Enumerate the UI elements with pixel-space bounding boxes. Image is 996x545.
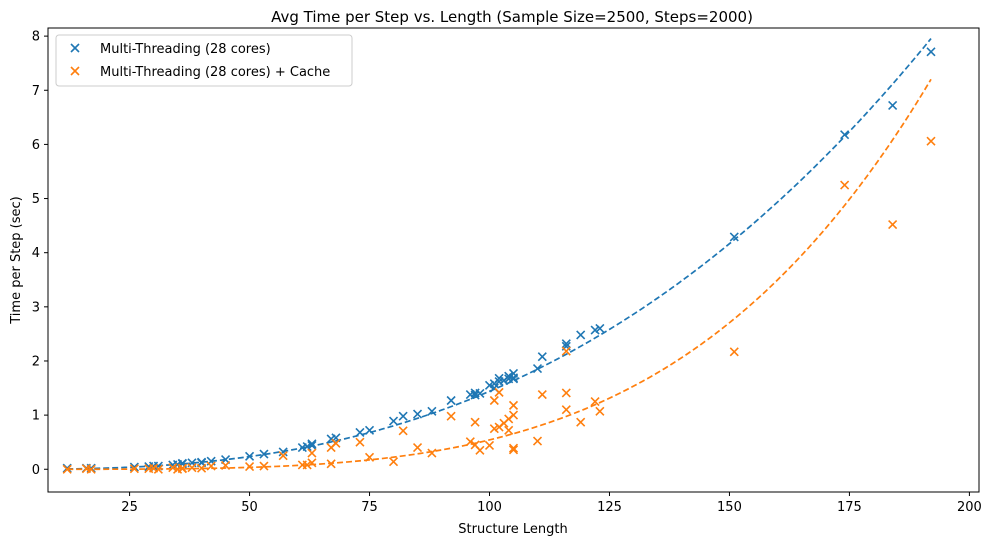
- y-tick-label: 7: [32, 84, 40, 99]
- series-multi-threading-28-cores-cache: [62, 78, 936, 474]
- data-point: [187, 463, 197, 473]
- data-point: [494, 373, 504, 383]
- x-tick-label: 175: [837, 500, 862, 515]
- data-point: [62, 464, 72, 474]
- x-tick-label: 150: [717, 500, 742, 515]
- data-point: [398, 426, 408, 436]
- data-point: [259, 461, 269, 471]
- x-tick-label: 50: [241, 500, 258, 515]
- data-point: [331, 438, 341, 448]
- data-point: [177, 464, 187, 474]
- data-point: [840, 130, 850, 140]
- data-point: [532, 436, 543, 446]
- data-point: [508, 410, 519, 420]
- x-tick-label: 75: [361, 500, 378, 515]
- legend-label-multi-threading-cache: Multi-Threading (28 cores) + Cache: [100, 65, 330, 80]
- legend-x-marker: [70, 43, 80, 53]
- data-point: [561, 339, 571, 349]
- x-axis-label: Structure Length: [458, 522, 567, 537]
- data-point: [470, 417, 480, 427]
- y-tick-label: 5: [32, 192, 40, 207]
- y-tick-label: 2: [32, 354, 40, 369]
- data-point: [412, 443, 423, 453]
- data-point: [508, 443, 519, 453]
- plot-area: [62, 38, 936, 474]
- chart-title: Avg Time per Step vs. Length (Sample Siz…: [271, 8, 753, 26]
- data-point: [508, 445, 519, 455]
- y-tick-label: 8: [32, 30, 40, 45]
- data-point: [888, 219, 898, 230]
- legend: Multi-Threading (28 cores) Multi-Threadi…: [55, 34, 353, 87]
- data-point: [307, 448, 317, 458]
- legend-box: [55, 34, 353, 87]
- data-point: [398, 411, 408, 421]
- y-axis-ticks: 0 1 2 3 4 5 6 7 8: [32, 30, 48, 478]
- data-point: [475, 445, 485, 455]
- data-point: [446, 395, 456, 406]
- axes-frame: [47, 27, 980, 493]
- data-point: [537, 389, 547, 400]
- data-point: [302, 460, 312, 470]
- y-tick-label: 3: [32, 300, 40, 315]
- data-point: [595, 323, 605, 334]
- data-point: [484, 440, 495, 451]
- data-point: [259, 449, 269, 459]
- data-point: [307, 458, 317, 468]
- data-point: [494, 387, 504, 397]
- data-point: [489, 395, 499, 406]
- y-tick-label: 6: [32, 138, 40, 153]
- data-point: [561, 346, 571, 356]
- series-multi-threading-28-cores: [62, 38, 936, 473]
- data-point: [576, 330, 586, 340]
- data-point: [590, 397, 600, 407]
- data-point: [278, 451, 288, 461]
- data-point: [537, 352, 547, 362]
- data-point: [561, 405, 571, 415]
- x-tick-label: 200: [957, 500, 982, 515]
- data-point: [926, 136, 936, 146]
- legend-marker-multi-threading: [70, 43, 80, 53]
- y-tick-label: 1: [32, 409, 40, 424]
- data-point: [729, 232, 739, 242]
- data-point: [561, 388, 571, 398]
- data-point: [388, 457, 399, 467]
- data-point: [576, 417, 586, 427]
- data-point: [388, 416, 399, 426]
- data-point: [427, 448, 437, 458]
- x-tick-label: 25: [121, 500, 138, 515]
- legend-label-multi-threading: Multi-Threading (28 cores): [100, 42, 271, 57]
- data-point: [926, 47, 936, 57]
- data-point: [355, 437, 365, 447]
- data-point: [446, 411, 456, 421]
- x-tick-label: 100: [477, 500, 502, 515]
- data-point: [840, 180, 850, 190]
- data-point: [595, 406, 605, 416]
- fit-line-multi-threading-28-cores: [67, 38, 932, 470]
- data-point: [508, 400, 519, 410]
- x-axis-ticks: 25 50 75 100 125 150 175 200: [121, 492, 982, 515]
- y-tick-label: 4: [32, 246, 40, 261]
- data-point: [427, 406, 437, 416]
- x-tick-label: 125: [597, 500, 622, 515]
- y-tick-label: 0: [32, 463, 40, 478]
- fit-line-multi-threading-28-cores-cache: [67, 78, 932, 471]
- data-point: [504, 425, 514, 435]
- data-point: [412, 409, 423, 419]
- data-point: [729, 347, 739, 357]
- data-point: [197, 463, 207, 473]
- legend-marker-multi-threading-cache: [70, 66, 80, 76]
- legend-x-marker: [70, 66, 80, 76]
- y-axis-label: Time per Step (sec): [9, 196, 24, 324]
- data-point: [888, 100, 898, 110]
